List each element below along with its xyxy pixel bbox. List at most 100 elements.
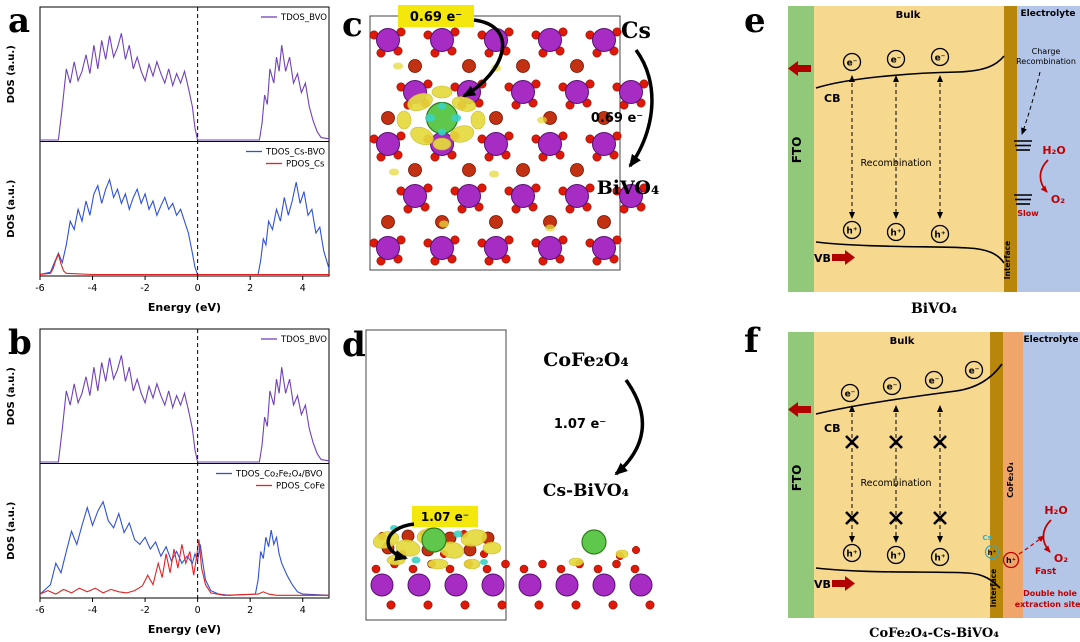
cs-bivo4-label: Cs-BiVO₄ [543,481,629,501]
cofe2o4-label: CoFe₂O₄ [1006,462,1015,498]
slow-label: Slow [1017,209,1039,218]
x-tick-label: 0 [195,605,201,616]
transfer-value: 0.69 e⁻ [591,111,643,126]
valence-band-line [815,241,1005,264]
dos-curve-TDOS_BVO [40,33,330,141]
extracted-hole-2: h⁺ [1002,551,1020,569]
water-oxidation-arrow [1042,519,1052,553]
x-tick-label: -6 [35,283,44,294]
transfer-value: 1.07 e⁻ [554,417,606,432]
oxygen-label: O₂ [1054,552,1068,565]
subplot-frame [39,6,330,142]
hole-carrier: h⁺ [886,545,906,565]
charge-label-highlight: 1.07 e⁻ [412,506,478,527]
x-tick-label: 4 [300,283,306,294]
charge-transfer-value: 0.69 e⁻ [410,10,462,25]
svg-text:h⁺: h⁺ [988,549,997,557]
svg-text:h⁺: h⁺ [890,552,901,562]
y-axis-label: DOS (a.u.) [6,45,17,103]
layer-stack [788,6,1080,292]
double-hole-label-1: Double hole [1023,589,1077,598]
legend-label: PDOS_Cs [286,160,325,170]
svg-text:h⁺: h⁺ [846,227,857,237]
electron-carrier: e⁻ [842,52,862,72]
svg-text:e⁻: e⁻ [845,390,856,400]
legend-label: TDOS_Co₂Fe₂O₄/BVO [235,470,323,480]
electrolyte-layer [1017,6,1080,292]
subplot-frame [39,328,330,464]
svg-text:h⁺: h⁺ [890,229,901,239]
panel-label-f: f [744,321,759,361]
vb-label: VB [814,252,831,265]
y-axis-label: DOS (a.u.) [6,180,17,238]
x-tick-label: -2 [140,283,149,294]
bulk-label: Bulk [890,336,915,347]
blocked-x-icon [845,435,859,449]
cs-interlayer-label: Cs [982,534,991,542]
electron-carrier: e⁻ [964,360,984,380]
y-axis-label: DOS (a.u.) [6,367,17,425]
charge-recombination-label-2: Recombination [1016,57,1076,66]
x-tick-label: 2 [247,605,253,616]
dos-plot-b: TDOS_BVO DOS (a.u.) TDOS_Co₂Fe₂O₄/BVO PDOS_… [6,328,330,636]
svg-text:h⁺: h⁺ [934,231,945,241]
oxygen-label: O₂ [1051,193,1065,206]
band-diagram-cofe2o4-cs-bivo4: Bulk Electrolyte FTO Interface CoFe₂O₄ C… [788,332,1080,641]
svg-text:e⁻: e⁻ [887,383,898,393]
cofe2o4-layer [1003,332,1023,618]
legend-label: TDOS_Cs-BVO [265,148,325,158]
electrolyte-layer [1023,332,1080,618]
y-axis-label: DOS (a.u.) [6,502,17,560]
x-axis-label: Energy (eV) [148,623,221,636]
conduction-band-line [815,55,1005,89]
subplot-frame [39,463,330,599]
charge-recombination-label-1: Charge [1032,47,1061,56]
electron-carrier: e⁻ [924,370,944,390]
x-tick-label: 4 [300,605,306,616]
fto-layer [788,332,814,618]
charge-label-highlight: 0.69 e⁻ [398,5,474,27]
dos-curve-TDOS_BVO [40,355,330,463]
dos-plot-a: TDOS_BVO DOS (a.u.) TDOS_Cs-BVO PDOS_Cs DOS … [6,6,330,314]
hole-carrier: h⁺ [842,543,862,563]
svg-text:h⁺: h⁺ [846,550,857,560]
blocked-x-icon [933,435,947,449]
panel-caption: BiVO₄ [911,301,957,317]
dos-curve-TDOS_Cs-BVO [39,177,330,276]
electron-carrier: e⁻ [882,376,902,396]
bulk-label: Bulk [896,10,921,21]
panel-label-c: c [342,5,363,45]
electron-extraction-arrow [788,61,811,76]
fto-label: FTO [790,465,804,492]
legend-label: TDOS_BVO [280,13,327,23]
svg-text:e⁻: e⁻ [847,59,858,69]
hole-flow-arrow [832,576,855,591]
legend-label: TDOS_BVO [280,335,327,345]
interface-label: Interface [1003,241,1012,279]
electron-carrier: e⁻ [840,383,860,403]
cb-label: CB [824,422,840,435]
dos-curve-PDOS_CoFe [39,539,329,596]
hole-carrier: h⁺ [930,547,950,567]
dos-curve-PDOS_Cs [39,252,329,276]
cb-label: CB [824,92,840,105]
svg-text:e⁻: e⁻ [929,377,940,387]
svg-text:h⁺: h⁺ [934,554,945,564]
x-tick-label: -6 [35,605,44,616]
svg-text:e⁻: e⁻ [969,367,980,377]
electron-extraction-arrow [788,402,811,417]
fast-hole-transfer-arrow [1018,535,1045,555]
panel-caption: CoFe₂O₄-Cs-BiVO₄ [869,626,999,641]
structure-cofe2o4-cs-bivo4: CoFe₂O₄ 1.07 e⁻ Cs-BiVO₄ 1.07 e⁻ [365,329,655,621]
charge-transfer-value: 1.07 e⁻ [421,510,469,524]
electron-transfer-arrow [614,378,645,476]
electron-carrier: e⁻ [930,47,950,67]
fto-layer [788,6,814,292]
electrolyte-label: Electrolyte [1021,9,1076,19]
electrolyte-label: Electrolyte [1024,335,1079,345]
charge-recombination-arrow [1021,71,1041,135]
interface-label: Interface [989,569,998,607]
electron-transfer-arrow [628,48,654,168]
fto-label: FTO [790,137,804,164]
